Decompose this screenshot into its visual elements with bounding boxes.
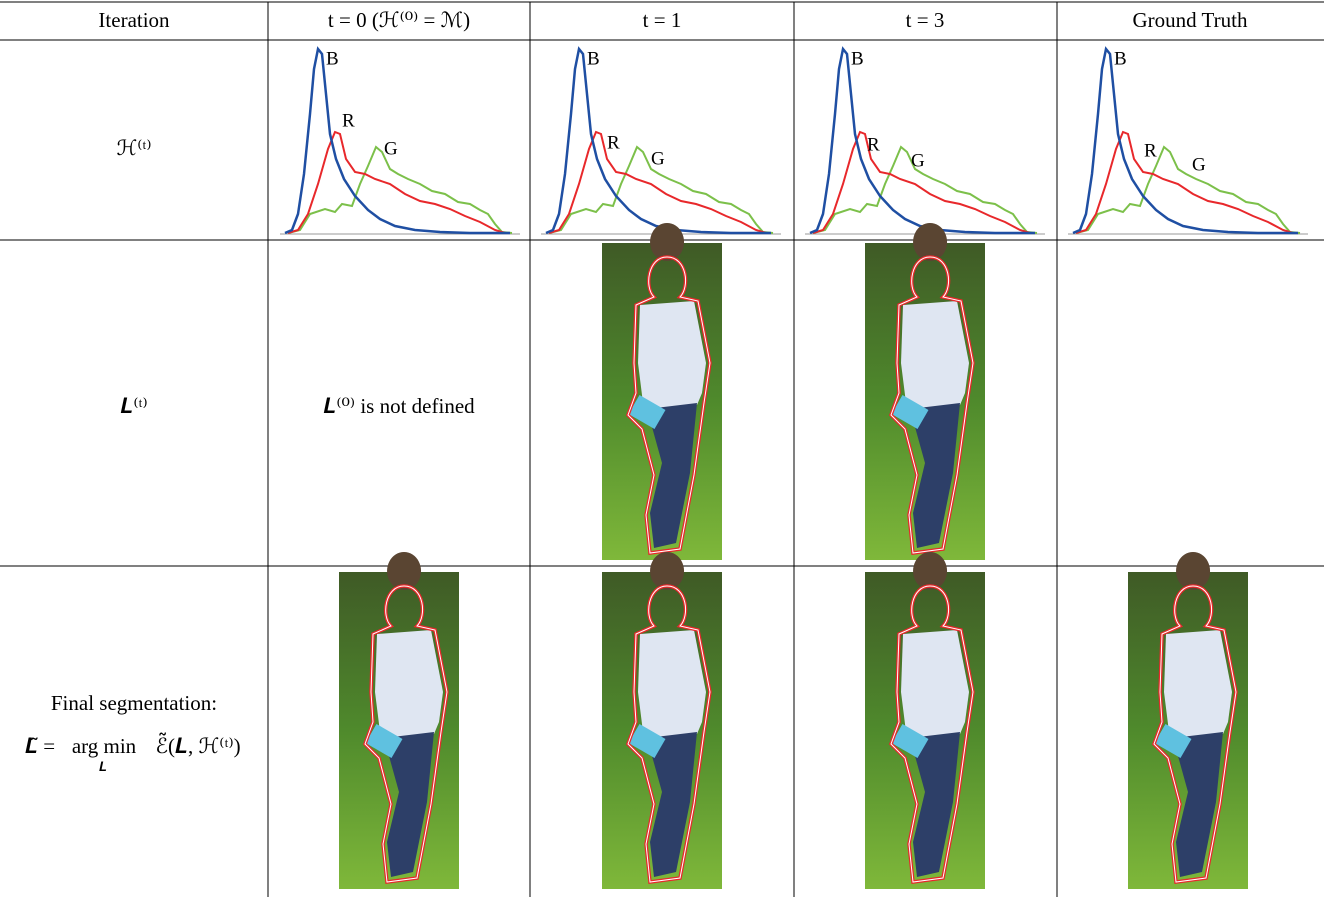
row-label: 𝑳⁽ᵗ⁾ — [120, 394, 147, 418]
header-cell: t = 1 — [643, 8, 682, 32]
curve-label: R — [342, 110, 355, 131]
row-label: Final segmentation: — [51, 691, 217, 715]
curve-label: G — [911, 150, 925, 171]
curve-label: R — [867, 134, 880, 155]
curve-label: G — [651, 148, 665, 169]
header-cell: t = 3 — [906, 8, 945, 32]
histogram: B R G — [278, 47, 522, 236]
curve-label: B — [1114, 48, 1127, 69]
curve-label: G — [384, 138, 398, 159]
formula-rhs: ℰ̃(𝑳, ℋ⁽ᵗ⁾) — [155, 733, 240, 758]
segmentation-image — [863, 221, 987, 562]
header-cell: Iteration — [98, 8, 170, 32]
formula-op: arg min — [72, 734, 137, 758]
curve-label: R — [1144, 140, 1157, 161]
histogram: B R G — [1066, 47, 1310, 236]
curve-label: G — [1192, 154, 1206, 175]
segmentation-image — [337, 550, 461, 891]
segmentation-image — [600, 221, 724, 562]
curve-label: R — [607, 132, 620, 153]
curve-label: B — [587, 48, 600, 69]
histogram: B R G — [803, 47, 1047, 236]
curve-label: B — [851, 48, 864, 69]
segmentation-image — [1126, 550, 1250, 891]
formula: 𝑳̃ = arg min 𝑳 ℰ̃(𝑳, ℋ⁽ᵗ⁾) — [25, 733, 241, 774]
segmentation-image — [600, 550, 724, 891]
header-cell: Ground Truth — [1133, 8, 1248, 32]
cell-note: 𝑳⁽⁰⁾ is not defined — [323, 394, 475, 418]
formula-lhs: 𝑳̃ = — [25, 734, 55, 758]
histogram: B R G — [539, 47, 783, 236]
curve-label: B — [326, 48, 339, 69]
header-cell: t = 0 (ℋ⁽⁰⁾ = ℳ) — [328, 8, 470, 32]
formula-sub: 𝑳 — [99, 759, 107, 774]
row-label: ℋ⁽ᵗ⁾ — [116, 136, 151, 160]
segmentation-image — [863, 550, 987, 891]
